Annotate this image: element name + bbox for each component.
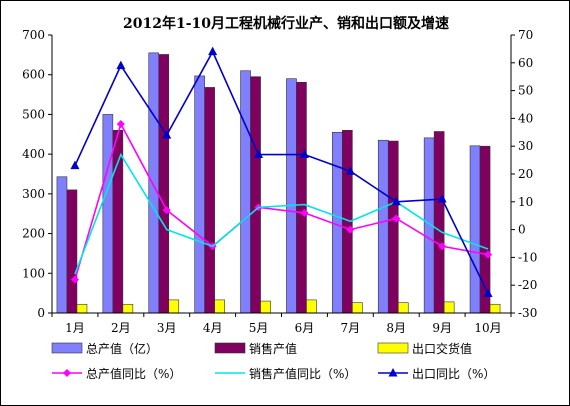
point-1-1 <box>70 275 79 284</box>
bar-2-5 <box>250 76 261 314</box>
left-tick-label: 300 <box>22 187 45 201</box>
bar-3-4 <box>214 299 225 314</box>
legend-label-3: 出口交货值 <box>412 341 472 356</box>
right-tick-label: 10 <box>518 195 533 209</box>
bar-1-10 <box>469 145 481 314</box>
right-tick-label: 70 <box>518 28 533 42</box>
legend-marker-1 <box>63 369 71 377</box>
point-1-8 <box>392 214 401 223</box>
bar-2-8 <box>387 140 399 314</box>
point-3-6 <box>299 149 309 159</box>
legend-swatch-2 <box>214 342 246 354</box>
bar-1-7 <box>332 132 343 314</box>
left-tick-label: 200 <box>22 227 45 241</box>
x-tick-label: 1月 <box>65 321 85 335</box>
point-3-5 <box>254 149 264 159</box>
legend-label-6: 出口同比（%） <box>412 367 495 381</box>
point-3-10 <box>483 288 493 298</box>
bar-3-8 <box>397 302 409 314</box>
x-tick-label: 8月 <box>386 321 406 335</box>
right-tick-label: 50 <box>518 84 533 98</box>
left-tick-label: 500 <box>22 107 45 121</box>
bar-2-4 <box>204 87 215 314</box>
right-tick-label: 40 <box>518 111 533 125</box>
bar-3-6 <box>306 299 317 314</box>
right-tick-label: -20 <box>518 278 537 292</box>
line-series-3 <box>74 49 489 294</box>
right-tick-label: 20 <box>518 167 533 181</box>
bar-3-3 <box>168 299 180 314</box>
legend-label-4: 总产值同比（%） <box>86 366 181 381</box>
line-series-2 <box>74 152 489 275</box>
point-1-2 <box>116 119 125 128</box>
legend-label-1: 总产值（亿） <box>86 341 158 356</box>
x-tick-label: 3月 <box>157 321 177 335</box>
right-tick-label: 0 <box>518 223 526 237</box>
bar-2-9 <box>433 131 445 314</box>
left-tick-label: 700 <box>22 28 45 42</box>
point-3-9 <box>437 194 447 203</box>
point-3-2 <box>116 60 126 70</box>
legend-label-5: 销售产值同比（%） <box>249 366 356 381</box>
x-tick-label: 5月 <box>249 321 269 335</box>
line-series-1 <box>74 121 489 280</box>
point-3-1 <box>70 160 80 170</box>
x-tick-label: 10月 <box>474 321 501 335</box>
x-tick-label: 7月 <box>341 321 361 335</box>
right-tick-label: 60 <box>518 56 533 70</box>
point-1-9 <box>438 242 447 251</box>
bar-1-5 <box>240 70 251 314</box>
legend-marker-3 <box>388 368 398 377</box>
bar-1-8 <box>377 139 389 314</box>
x-tick-label: 2月 <box>111 321 131 335</box>
bar-1-1 <box>56 176 68 314</box>
legend-swatch-1 <box>51 342 83 354</box>
bar-1-6 <box>286 78 297 314</box>
bar-3-5 <box>260 300 271 314</box>
point-1-7 <box>346 225 355 234</box>
left-tick-label: 0 <box>37 306 45 320</box>
bar-2-1 <box>66 189 78 314</box>
x-tick-label: 9月 <box>432 321 452 335</box>
bar-2-6 <box>296 81 307 314</box>
bar-3-2 <box>122 303 134 314</box>
left-tick-label: 600 <box>22 68 45 82</box>
point-1-6 <box>300 208 309 217</box>
bar-1-2 <box>102 114 114 314</box>
point-1-10 <box>484 250 493 259</box>
x-tick-label: 6月 <box>295 321 315 335</box>
bar-1-3 <box>148 52 160 314</box>
point-3-7 <box>345 166 355 175</box>
point-3-4 <box>208 46 218 56</box>
bar-3-9 <box>443 301 455 314</box>
bar-1-4 <box>194 75 205 314</box>
right-tick-label: -10 <box>518 250 537 264</box>
bar-2-3 <box>158 54 170 314</box>
right-tick-label: -30 <box>518 306 537 320</box>
right-tick-label: 30 <box>518 139 533 153</box>
bar-3-10 <box>489 303 501 314</box>
point-3-8 <box>391 196 401 206</box>
point-1-3 <box>162 206 171 215</box>
legend-label-2: 销售产值 <box>249 341 297 356</box>
chart-title: 2012年1-10月工程机械行业产、销和出口额及增速 <box>123 15 449 32</box>
bar-3-1 <box>76 303 88 314</box>
x-tick-label: 4月 <box>203 321 223 335</box>
left-tick-label: 100 <box>22 266 45 280</box>
legend-swatch-3 <box>377 342 409 354</box>
bar-3-7 <box>352 302 363 314</box>
left-tick-label: 400 <box>22 147 45 161</box>
point-3-3 <box>162 130 172 139</box>
bar-2-2 <box>112 130 124 314</box>
